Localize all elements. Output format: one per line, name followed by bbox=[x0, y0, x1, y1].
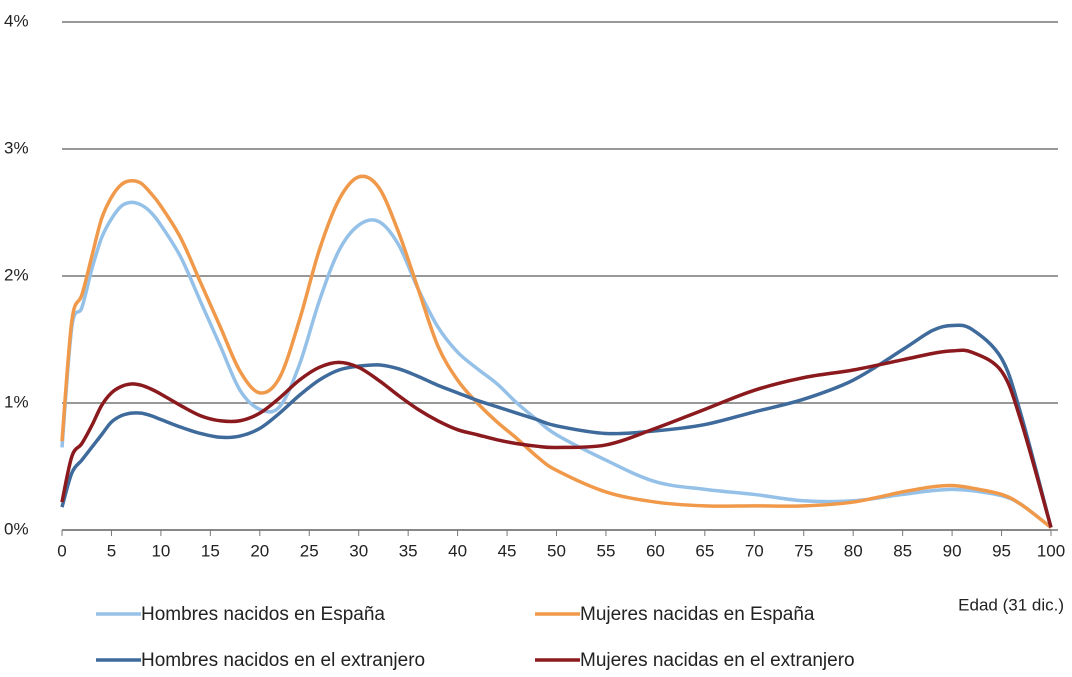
x-tick-label: 15 bbox=[201, 541, 220, 560]
series-line bbox=[60, 174, 1053, 529]
legend-label: Mujeres nacidas en España bbox=[580, 604, 815, 625]
legend-label: Hombres nacidos en España bbox=[141, 604, 385, 625]
x-axis-label: Edad (31 dic.) bbox=[958, 595, 1064, 614]
x-tick-label: 35 bbox=[399, 541, 418, 560]
x-tick-label: 0 bbox=[57, 541, 66, 560]
y-tick-label: 2% bbox=[4, 265, 29, 284]
x-tick-label: 5 bbox=[107, 541, 116, 560]
x-tick-label: 40 bbox=[448, 541, 467, 560]
x-tick-label: 70 bbox=[745, 541, 764, 560]
x-tick-label: 10 bbox=[151, 541, 170, 560]
x-tick-label: 85 bbox=[893, 541, 912, 560]
x-tick-label: 65 bbox=[695, 541, 714, 560]
series-line bbox=[60, 323, 1053, 528]
x-tick-label: 30 bbox=[349, 541, 368, 560]
x-tick-label: 45 bbox=[498, 541, 517, 560]
x-tick-label: 100 bbox=[1037, 541, 1065, 560]
x-tick-label: 90 bbox=[943, 541, 962, 560]
y-tick-label: 3% bbox=[4, 138, 29, 157]
x-tick-label: 95 bbox=[992, 541, 1011, 560]
x-tick-label: 75 bbox=[794, 541, 813, 560]
x-tick-label: 50 bbox=[547, 541, 566, 560]
x-tick-label: 20 bbox=[250, 541, 269, 560]
series-line bbox=[60, 348, 1053, 528]
y-tick-label: 1% bbox=[4, 392, 29, 411]
legend-label: Hombres nacidos en el extranjero bbox=[141, 650, 425, 671]
x-tick-label: 80 bbox=[844, 541, 863, 560]
series-line bbox=[60, 200, 1053, 529]
x-tick-label: 60 bbox=[646, 541, 665, 560]
legend-label: Mujeres nacidas en el extranjero bbox=[580, 650, 855, 671]
y-tick-label: 4% bbox=[4, 11, 29, 30]
y-tick-label: 0% bbox=[4, 519, 29, 538]
x-tick-label: 55 bbox=[596, 541, 615, 560]
x-tick-label: 25 bbox=[300, 541, 319, 560]
